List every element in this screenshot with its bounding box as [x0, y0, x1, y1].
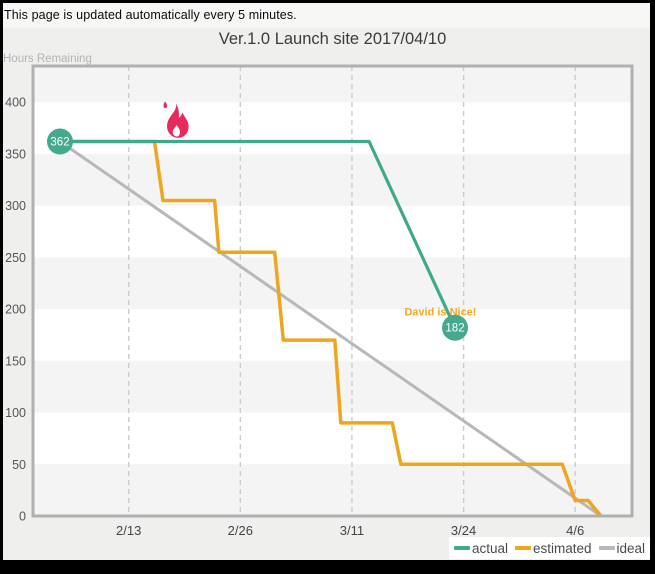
marker-value-label: 362	[50, 137, 69, 149]
y-tick-label: 200	[5, 303, 26, 317]
notice-text: This page is updated automatically every…	[4, 8, 297, 22]
x-tick-label: 2/26	[228, 523, 253, 538]
chart-title: Ver.1.0 Launch site 2017/04/10	[218, 30, 447, 48]
x-tick-label: 3/11	[340, 523, 364, 538]
data-point-marker: 182	[442, 314, 469, 341]
band	[33, 257, 632, 310]
data-point-marker: 362	[47, 128, 73, 155]
page: This page is updated automatically every…	[3, 3, 650, 560]
series-line-actual	[60, 139, 457, 329]
marker-value-label: 182	[445, 323, 464, 335]
y-tick-label: 150	[5, 354, 26, 368]
y-axis-ticks: 0 50 100 150 200 250 300 350 400	[5, 96, 26, 524]
y-axis-title: Hours Remaining	[3, 53, 92, 65]
legend-dash-icon	[514, 546, 531, 550]
band	[33, 464, 632, 516]
chart-legend: actual estimated ideal	[449, 537, 650, 559]
series-line-estimated	[60, 139, 603, 518]
x-tick-label: 2/13	[116, 523, 141, 538]
chart-annotation-text: David is Nice!	[404, 306, 476, 318]
legend-label: estimated	[532, 540, 592, 556]
legend-dash-icon	[453, 546, 470, 550]
legend-item-estimated: estimated	[514, 540, 592, 556]
band	[33, 153, 632, 206]
band	[33, 66, 632, 103]
y-tick-label: 0	[19, 510, 26, 524]
band	[33, 412, 632, 465]
y-tick-label: 300	[5, 199, 26, 213]
legend-label: ideal	[616, 540, 646, 556]
y-tick-label: 350	[5, 147, 26, 161]
band	[33, 360, 632, 413]
legend-dash-icon	[598, 546, 615, 550]
legend-label: actual	[471, 540, 508, 556]
legend-item-actual: actual	[453, 540, 508, 556]
plot-border	[31, 64, 634, 518]
x-tick-label: 4/6	[566, 523, 584, 538]
band	[33, 102, 632, 154]
fire-icon	[163, 101, 189, 138]
y-tick-label: 400	[5, 96, 26, 110]
notice-bar: This page is updated automatically every…	[3, 3, 650, 28]
x-tick-label: 3/24	[451, 523, 476, 538]
legend-item-ideal: ideal	[598, 540, 646, 556]
band	[33, 205, 632, 258]
band-stripes	[33, 66, 632, 516]
y-tick-label: 250	[5, 251, 26, 265]
band	[33, 309, 632, 361]
y-tick-label: 50	[12, 458, 26, 472]
series-line-ideal	[59, 140, 602, 518]
y-tick-label: 100	[5, 406, 26, 420]
